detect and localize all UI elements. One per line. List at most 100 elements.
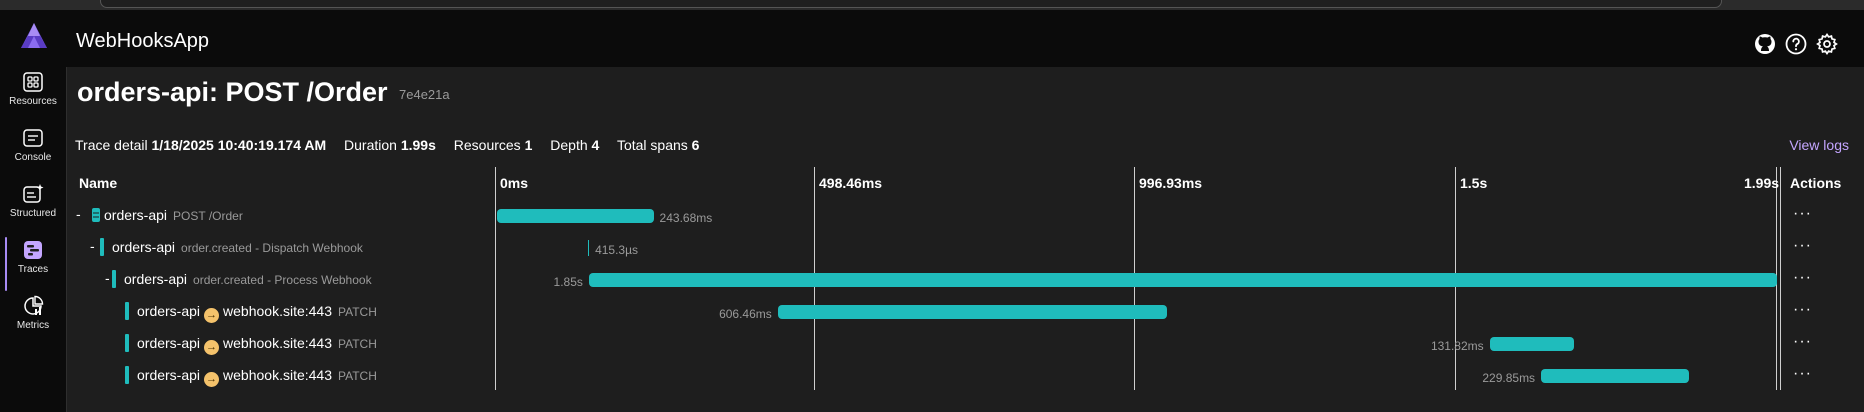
help-icon[interactable] xyxy=(1784,32,1808,56)
span-service: orders-api xyxy=(137,335,201,351)
span-operation: PATCH xyxy=(338,305,377,319)
view-logs-link[interactable]: View logs xyxy=(1789,137,1849,153)
name-column-header[interactable]: Name xyxy=(79,175,118,191)
app-logo-icon[interactable] xyxy=(18,20,50,52)
total-spans-value: 6 xyxy=(691,137,700,153)
span-bar[interactable] xyxy=(1541,369,1689,383)
resource-icon xyxy=(92,208,100,222)
span-service: orders-api xyxy=(104,207,168,223)
span-operation: order.created - Dispatch Webhook xyxy=(181,241,363,255)
resources-icon xyxy=(23,72,43,92)
span-row[interactable]: orders-api → webhook.site:443 PATCH 131.82ms… xyxy=(67,331,1864,363)
structured-icon xyxy=(23,184,44,203)
app-header: WebHooksApp xyxy=(0,10,1864,67)
span-bar[interactable] xyxy=(588,273,1778,287)
depth-value: 4 xyxy=(591,137,600,153)
service-color-marker xyxy=(112,270,116,288)
span-actions-button[interactable]: ··· xyxy=(1793,205,1812,222)
span-name: orders-api order.created - Dispatch Webho… xyxy=(112,239,363,255)
span-row[interactable]: orders-api → webhook.site:443 PATCH 606.46ms… xyxy=(67,299,1864,331)
duration-value: 1.99s xyxy=(400,137,436,153)
resources-label: Resources xyxy=(453,137,521,153)
span-duration-label: 243.68ms xyxy=(659,211,713,225)
settings-icon[interactable] xyxy=(1815,32,1839,56)
depth-label: Depth xyxy=(550,137,588,153)
trace-detail-label: Trace detail xyxy=(75,137,148,153)
address-bar[interactable] xyxy=(100,0,1722,8)
span-endpoint: webhook.site:443 xyxy=(223,335,332,351)
sidebar-label-metrics: Metrics xyxy=(16,320,50,331)
span-actions-button[interactable]: ··· xyxy=(1793,301,1812,318)
span-actions-button[interactable]: ··· xyxy=(1793,365,1812,382)
span-bar[interactable] xyxy=(497,209,654,223)
actions-column-header: Actions xyxy=(1790,175,1842,191)
span-row[interactable]: - orders-api order.created - Process Webho… xyxy=(67,267,1864,299)
span-operation: PATCH xyxy=(338,337,377,351)
span-row[interactable]: - orders-api order.created - Dispatch Webh… xyxy=(67,235,1864,267)
active-indicator xyxy=(5,237,7,291)
sidebar-label-traces: Traces xyxy=(17,264,49,275)
duration-label: Duration xyxy=(344,137,397,153)
trace-summary: Trace detail 1/18/2025 10:40:19.174 AM D… xyxy=(75,137,713,153)
span-bar[interactable] xyxy=(587,240,590,256)
span-duration-label: 606.46ms xyxy=(719,307,772,321)
outgoing-call-icon: → xyxy=(204,372,220,387)
sidebar-label-console: Console xyxy=(14,152,52,163)
span-name: orders-api → webhook.site:443 PATCH xyxy=(137,303,377,323)
span-duration-label: 1.85s xyxy=(553,275,583,289)
trace-id: 7e4e21a xyxy=(399,87,450,102)
span-actions-button[interactable]: ··· xyxy=(1793,237,1812,254)
github-icon[interactable] xyxy=(1753,32,1777,56)
sidebar-label-resources: Resources xyxy=(9,96,57,107)
actions-divider xyxy=(1780,167,1781,390)
span-duration-label: 229.85ms xyxy=(1482,371,1536,385)
span-duration-label: 131.82ms xyxy=(1430,339,1484,353)
service-color-marker xyxy=(125,366,129,384)
span-row[interactable]: - orders-api POST /Order 243.68ms ··· xyxy=(67,203,1864,235)
span-name: orders-api order.created - Process Webhoo… xyxy=(124,271,372,287)
sidebar-nav: Resources Console Structured Traces xyxy=(0,67,67,412)
span-service: orders-api xyxy=(137,367,201,383)
collapse-toggle[interactable]: - xyxy=(90,238,95,254)
sidebar-item-resources[interactable]: Resources xyxy=(0,69,66,123)
sidebar-item-structured[interactable]: Structured xyxy=(0,181,66,235)
span-name: orders-api POST /Order xyxy=(104,207,243,223)
console-icon xyxy=(23,129,43,147)
span-row[interactable]: orders-api → webhook.site:443 PATCH 229.85ms… xyxy=(67,363,1864,395)
sidebar-item-metrics[interactable]: Metrics xyxy=(0,293,66,347)
span-endpoint: webhook.site:443 xyxy=(223,367,332,383)
span-duration-label: 415.3µs xyxy=(595,243,639,257)
timeline-tick-label: 0ms xyxy=(500,175,529,191)
service-color-marker xyxy=(125,334,129,352)
app-title: WebHooksApp xyxy=(76,30,210,52)
span-service: orders-api xyxy=(137,303,201,319)
span-name: orders-api → webhook.site:443 PATCH xyxy=(137,335,377,355)
span-actions-button[interactable]: ··· xyxy=(1793,269,1812,286)
service-color-marker xyxy=(125,302,129,320)
collapse-toggle[interactable]: - xyxy=(76,206,81,222)
browser-strip xyxy=(0,0,1864,10)
outgoing-call-icon: → xyxy=(204,340,220,355)
timeline-tick-label: 1.5s xyxy=(1460,175,1488,191)
sidebar-item-traces[interactable]: Traces xyxy=(0,237,66,291)
metrics-icon xyxy=(24,295,44,315)
span-endpoint: webhook.site:443 xyxy=(223,303,332,319)
span-bar[interactable] xyxy=(777,305,1168,319)
trace-detail-value: 1/18/2025 10:40:19.174 AM xyxy=(151,137,327,153)
span-bar[interactable] xyxy=(1489,337,1575,351)
span-name: orders-api → webhook.site:443 PATCH xyxy=(137,367,377,387)
outgoing-call-icon: → xyxy=(204,308,220,323)
resources-value: 1 xyxy=(524,137,533,153)
span-operation: POST /Order xyxy=(173,209,243,223)
span-actions-button[interactable]: ··· xyxy=(1793,333,1812,350)
timeline-tick-label: 996.93ms xyxy=(1139,175,1203,191)
span-operation: PATCH xyxy=(338,369,377,383)
timeline-tick-label: 1.99s xyxy=(1744,175,1780,191)
sidebar-item-console[interactable]: Console xyxy=(0,125,66,179)
total-spans-label: Total spans xyxy=(616,137,688,153)
span-operation: order.created - Process Webhook xyxy=(193,273,372,287)
page-title: orders-api: POST /Order xyxy=(77,77,388,107)
span-service: orders-api xyxy=(124,271,188,287)
collapse-toggle[interactable]: - xyxy=(105,270,110,286)
span-service: orders-api xyxy=(112,239,176,255)
